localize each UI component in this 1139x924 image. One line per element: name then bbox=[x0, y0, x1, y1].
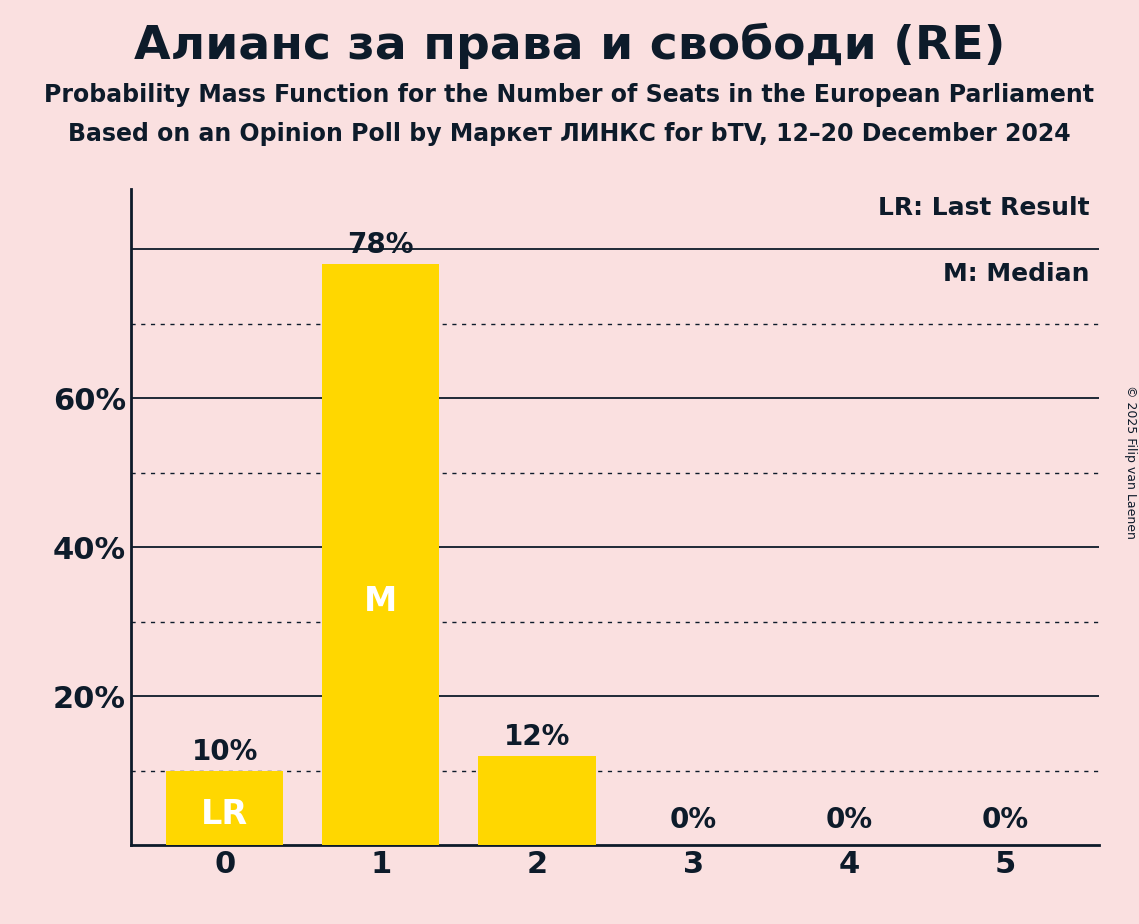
Text: M: Median: M: Median bbox=[943, 261, 1089, 286]
Text: Probability Mass Function for the Number of Seats in the European Parliament: Probability Mass Function for the Number… bbox=[44, 83, 1095, 107]
Bar bbox=[322, 264, 440, 845]
Text: Based on an Opinion Poll by Маркет ЛИНКС for bTV, 12–20 December 2024: Based on an Opinion Poll by Маркет ЛИНКС… bbox=[68, 122, 1071, 146]
Bar bbox=[478, 756, 596, 845]
Text: 12%: 12% bbox=[503, 723, 571, 751]
Text: 0%: 0% bbox=[826, 807, 872, 834]
Text: LR: Last Result: LR: Last Result bbox=[878, 196, 1089, 220]
Text: © 2025 Filip van Laenen: © 2025 Filip van Laenen bbox=[1124, 385, 1137, 539]
Text: Алианс за права и свободи (RE): Алианс за права и свободи (RE) bbox=[133, 23, 1006, 69]
Bar bbox=[166, 771, 284, 845]
Text: 78%: 78% bbox=[347, 231, 415, 259]
Text: 10%: 10% bbox=[191, 737, 257, 766]
Text: LR: LR bbox=[202, 797, 248, 831]
Text: 0%: 0% bbox=[670, 807, 716, 834]
Text: 0%: 0% bbox=[982, 807, 1029, 834]
Text: M: M bbox=[364, 585, 398, 618]
